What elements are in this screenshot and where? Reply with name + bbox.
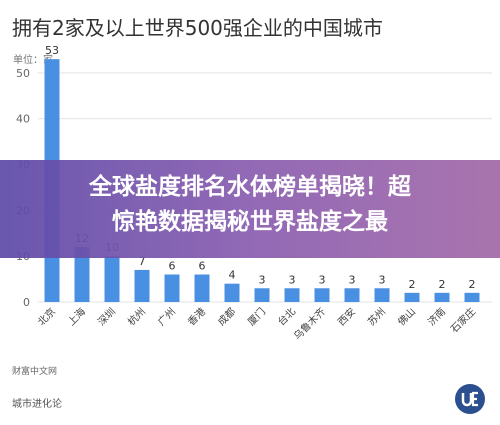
y-tick-label: 0 <box>23 296 30 309</box>
data-label: 6 <box>199 260 206 273</box>
bar <box>374 288 390 302</box>
bar <box>224 283 240 302</box>
bar <box>194 274 210 302</box>
headline-line-2: 惊艳数据揭秘世界盐度之最 <box>112 209 388 235</box>
bar <box>344 288 360 302</box>
data-label: 2 <box>409 278 416 291</box>
y-tick-label: 50 <box>16 67 30 80</box>
bar <box>434 292 450 302</box>
x-tick-label: 西安 <box>335 305 358 328</box>
data-label: 6 <box>169 260 176 273</box>
x-tick-label: 杭州 <box>125 305 148 328</box>
bar <box>254 288 270 302</box>
x-tick-label: 乌鲁木齐 <box>291 305 328 342</box>
data-label: 3 <box>259 273 266 286</box>
unit-label: 单位：家 <box>13 55 53 66</box>
x-tick-label: 深圳 <box>95 306 118 329</box>
bar <box>104 256 120 302</box>
x-tick-label: 成都 <box>215 306 238 329</box>
x-tick-label: 苏州 <box>365 305 388 328</box>
source-label: 财富中文网 <box>12 367 58 377</box>
x-tick-label: 厦门 <box>245 305 268 328</box>
data-label: 2 <box>469 278 476 291</box>
bar <box>404 292 420 302</box>
headline-banner <box>0 160 500 258</box>
ue-badge-icon <box>455 384 485 414</box>
data-label: 3 <box>319 273 326 286</box>
x-tick-label: 佛山 <box>395 305 418 328</box>
y-tick-label: 40 <box>16 113 30 126</box>
headline-text: 全球盐度排名水体榜单揭晓！超 惊艳数据揭秘世界盐度之最 <box>0 170 500 240</box>
data-label: 3 <box>349 273 356 286</box>
data-label: 4 <box>229 269 236 282</box>
bar <box>464 292 480 302</box>
x-tick-label: 香港 <box>185 306 208 329</box>
bar <box>134 269 150 302</box>
bar <box>284 288 300 302</box>
x-tick-label: 石家庄 <box>448 305 478 335</box>
headline-line-1: 全球盐度排名水体榜单揭晓！超 <box>89 174 411 200</box>
data-label: 53 <box>45 44 59 57</box>
chart-title: 拥有2家及以上世界500强企业的中国城市 <box>12 16 383 40</box>
bar <box>314 288 330 302</box>
x-tick-label: 北京 <box>35 305 58 328</box>
data-label: 7 <box>139 255 146 268</box>
data-label: 3 <box>289 273 296 286</box>
bar <box>74 247 90 302</box>
x-tick-label: 台北 <box>275 305 298 328</box>
data-label: 3 <box>379 273 386 286</box>
x-tick-label: 上海 <box>65 305 88 328</box>
data-label: 2 <box>439 278 446 291</box>
bar <box>164 274 180 302</box>
x-tick-label: 济南 <box>425 305 448 328</box>
footer-brand: 城市进化论 <box>12 399 62 410</box>
x-tick-label: 广州 <box>155 306 178 329</box>
